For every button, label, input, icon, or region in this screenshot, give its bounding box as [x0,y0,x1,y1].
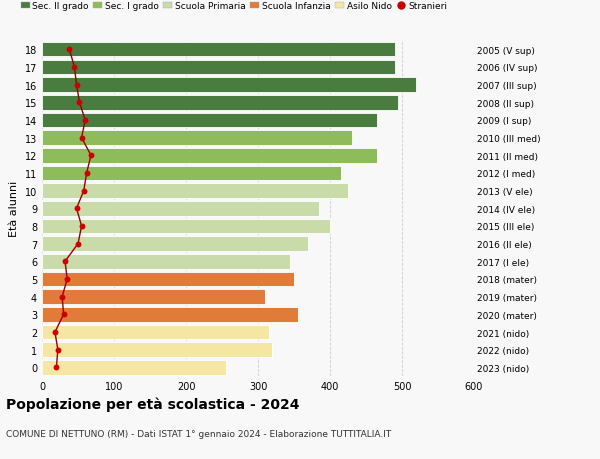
Bar [42,360,226,375]
Bar [42,166,341,181]
Bar [42,272,294,286]
Bar [42,131,352,146]
Point [82,170,91,177]
Bar [42,78,416,93]
Bar [42,43,395,57]
Point [60,258,70,265]
Point [65,46,74,54]
Point [59,311,68,319]
Point [52,364,61,371]
Y-axis label: Età alunni: Età alunni [9,181,19,237]
Point [50,329,60,336]
Point [80,117,90,124]
Point [62,276,72,283]
Point [77,223,86,230]
Point [73,241,83,248]
Legend: Sec. II grado, Sec. I grado, Scuola Primaria, Scuola Infanzia, Asilo Nido, Stran: Sec. II grado, Sec. I grado, Scuola Prim… [20,2,448,11]
Bar [42,184,348,198]
Point [77,134,86,142]
Bar [42,290,265,304]
Bar [42,96,398,110]
Bar [42,61,395,75]
Bar [42,308,298,322]
Point [53,346,62,353]
Bar [42,219,330,234]
Point [58,293,67,301]
Point [86,152,96,160]
Bar [42,325,269,340]
Text: Popolazione per età scolastica - 2024: Popolazione per età scolastica - 2024 [6,397,299,412]
Bar [42,202,319,216]
Point [72,82,82,89]
Point [72,205,82,213]
Bar [42,113,377,128]
Bar [42,237,308,252]
Bar [42,255,290,269]
Bar [42,149,377,163]
Point [74,99,84,106]
Point [79,188,89,195]
Point [70,64,79,72]
Bar [42,343,272,357]
Text: COMUNE DI NETTUNO (RM) - Dati ISTAT 1° gennaio 2024 - Elaborazione TUTTITALIA.IT: COMUNE DI NETTUNO (RM) - Dati ISTAT 1° g… [6,429,391,438]
